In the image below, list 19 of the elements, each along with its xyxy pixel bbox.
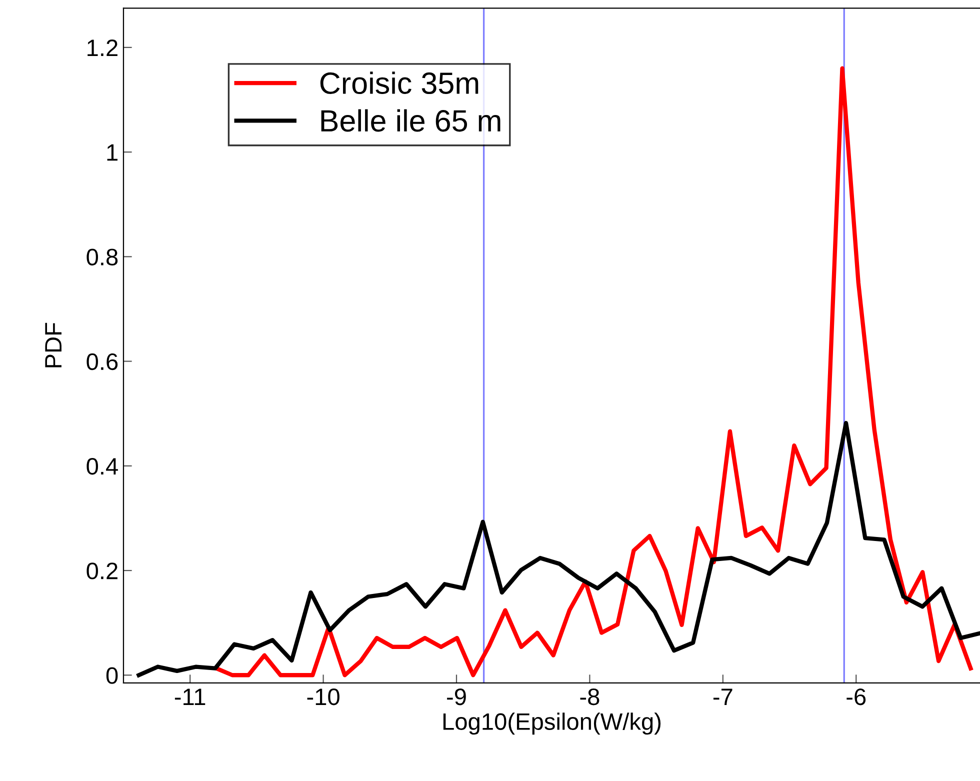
y-tick-label: 0.2 xyxy=(86,562,118,580)
legend-label: Croisic 35m xyxy=(320,72,478,94)
y-tick-label: 1 xyxy=(107,144,118,161)
x-tick-label: -11 xyxy=(174,688,206,705)
x-tick-label: -8 xyxy=(580,688,600,706)
y-tick-label: 0 xyxy=(106,667,118,684)
legend-label: Belle ile 65 m xyxy=(321,109,500,132)
x-axis-title: Log10(Epsilon(W/kg) xyxy=(443,712,661,735)
y-tick-label: 1.2 xyxy=(88,40,118,56)
y-tick-label: 0.4 xyxy=(86,458,118,475)
y-axis-title: PDF xyxy=(45,322,62,368)
x-tick-label: -9 xyxy=(447,688,466,706)
x-tick-label: -7 xyxy=(713,688,732,705)
x-tick-label: -10 xyxy=(307,688,340,706)
y-tick-label: 0.8 xyxy=(86,248,118,266)
x-tick-label: -6 xyxy=(846,688,866,706)
line-series xyxy=(136,420,980,678)
line-series xyxy=(214,66,973,678)
y-tick-label: 0.6 xyxy=(86,353,118,370)
